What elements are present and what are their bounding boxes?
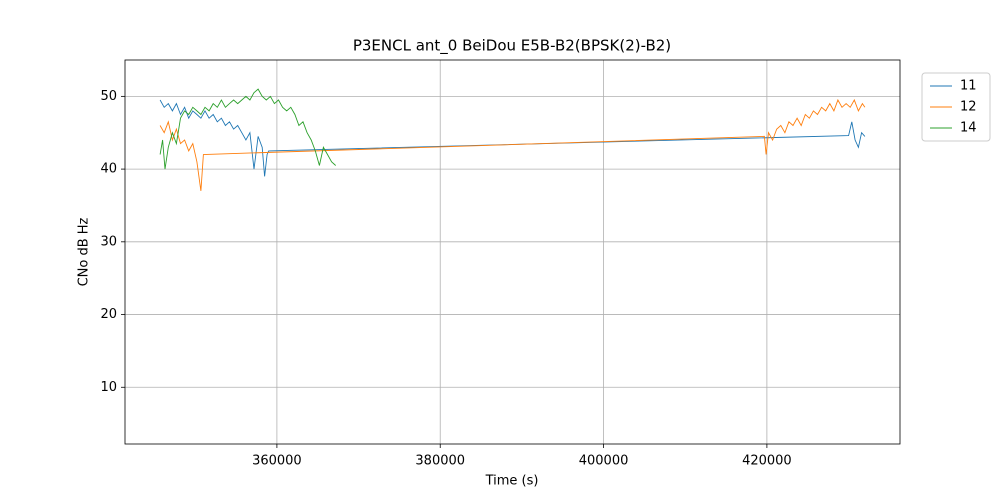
x-tick-label: 400000 [579,454,629,469]
series-line [159,88,337,170]
x-tick-label: 360000 [252,454,302,469]
y-tick-label: 50 [100,89,117,104]
y-tick-label: 40 [100,162,117,177]
y-tick-label: 20 [100,307,117,322]
chart-title: P3ENCL ant_0 BeiDou E5B-B2(BPSK(2)-B2) [353,37,671,56]
y-tick-label: 30 [100,234,117,249]
legend-label: 14 [960,121,977,136]
plot-frame [124,59,901,445]
x-axis-label: Time (s) [485,474,539,489]
y-axis-label: CNo dB Hz [77,217,92,286]
legend-label: 11 [960,79,977,94]
legend-label: 12 [960,100,977,115]
x-tick-label: 380000 [415,454,465,469]
y-tick-label: 10 [100,380,117,395]
legend-box [921,72,991,142]
x-tick-label: 420000 [742,454,792,469]
series-line [159,98,866,191]
